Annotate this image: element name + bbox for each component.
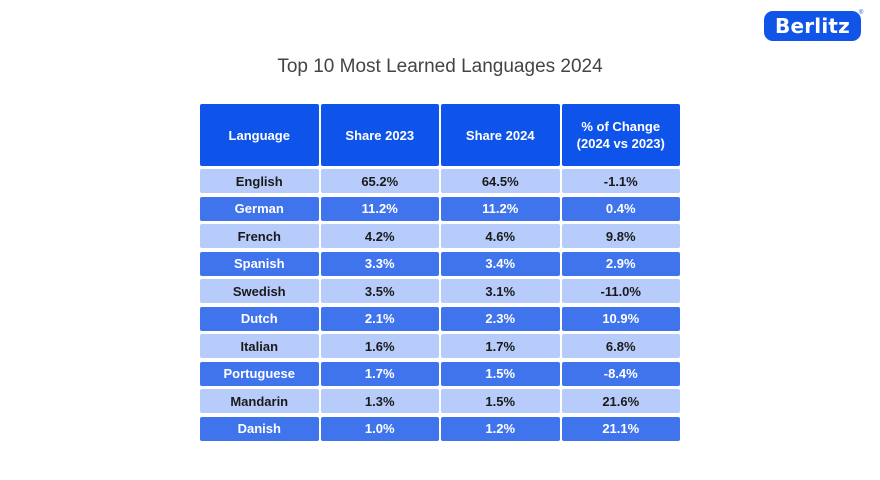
cell-pct-change: 21.1% <box>561 416 680 441</box>
cell-share-2024: 3.1% <box>441 279 560 303</box>
cell-share-2024: 2.3% <box>441 306 560 331</box>
cell-pct-change: 0.4% <box>561 196 680 221</box>
cell-share-2024: 1.5% <box>441 361 560 386</box>
cell-share-2023: 3.3% <box>320 251 439 276</box>
cell-pct-change: -8.4% <box>561 361 680 386</box>
cell-share-2024: 64.5% <box>441 169 560 193</box>
header-language: Language <box>200 104 319 166</box>
table-row: Spanish 3.3% 3.4% 2.9% <box>200 251 680 276</box>
cell-share-2023: 1.7% <box>320 361 439 386</box>
cell-language: Spanish <box>200 251 319 276</box>
cell-share-2023: 65.2% <box>320 169 439 193</box>
cell-pct-change: -11.0% <box>561 279 680 303</box>
chart-title: Top 10 Most Learned Languages 2024 <box>277 56 603 77</box>
table-row: French 4.2% 4.6% 9.8% <box>200 224 680 248</box>
cell-pct-change: -1.1% <box>561 169 680 193</box>
table-header-row: Language Share 2023 Share 2024% of Change(… <box>200 104 680 166</box>
cell-pct-change: 21.6% <box>561 389 680 413</box>
cell-share-2024: 1.7% <box>441 334 560 358</box>
cell-pct-change: 9.8% <box>561 224 680 248</box>
cell-share-2023: 1.6% <box>320 334 439 358</box>
header-pct-change: % of Change (2024 vs 2023) <box>561 104 680 166</box>
cell-language: Swedish <box>200 279 319 303</box>
cell-language: Portuguese <box>200 361 319 386</box>
cell-share-2023: 2.1% <box>320 306 439 331</box>
cell-language: Dutch <box>200 306 319 331</box>
cell-share-2024: 4.6% <box>441 224 560 248</box>
table-row: Danish 1.0% 1.2% 21.1% <box>200 416 680 441</box>
registered-mark: ® <box>859 10 864 16</box>
cell-pct-change: 10.9% <box>561 306 680 331</box>
cell-language: German <box>200 196 319 221</box>
table-row: German 11.2% 11.2% 0.4% <box>200 196 680 221</box>
table-row: Portuguese 1.7% 1.5% -8.4% <box>200 361 680 386</box>
cell-share-2024: 1.2% <box>441 416 560 441</box>
cell-pct-change: 6.8% <box>561 334 680 358</box>
header-share-2024: Share 2024 <box>441 104 560 166</box>
cell-share-2024: 11.2% <box>441 196 560 221</box>
table-row: Mandarin 1.3% 1.5% 21.6% <box>200 389 680 413</box>
header-share-2023: Share 2023 <box>320 104 439 166</box>
cell-share-2023: 1.0% <box>320 416 439 441</box>
cell-share-2024: 3.4% <box>441 251 560 276</box>
cell-share-2023: 1.3% <box>320 389 439 413</box>
table-row: Dutch 2.1% 2.3% 10.9% <box>200 306 680 331</box>
cell-language: French <box>200 224 319 248</box>
table-row: Swedish 3.5% 3.1% -11.0% <box>200 279 680 303</box>
table-row: Italian 1.6% 1.7% 6.8% <box>200 334 680 358</box>
cell-pct-change: 2.9% <box>561 251 680 276</box>
table-row: English 65.2% 64.5% -1.1% <box>200 169 680 193</box>
cell-language: Italian <box>200 334 319 358</box>
cell-language: English <box>200 169 319 193</box>
cell-language: Danish <box>200 416 319 441</box>
cell-language: Mandarin <box>200 389 319 413</box>
cell-share-2023: 4.2% <box>320 224 439 248</box>
berlitz-logo: Berlitz <box>764 11 861 41</box>
cell-share-2023: 11.2% <box>320 196 439 221</box>
cell-share-2024: 1.5% <box>441 389 560 413</box>
cell-share-2023: 3.5% <box>320 279 439 303</box>
languages-table: Language Share 2023 Share 2024% of Change(… <box>200 104 680 444</box>
